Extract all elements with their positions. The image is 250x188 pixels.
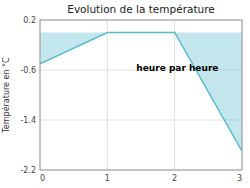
x-tick-label: 0	[40, 174, 45, 183]
plot-background	[40, 20, 242, 170]
area-fill	[40, 33, 242, 152]
y-tick-label: -1.4	[20, 116, 36, 125]
x-tick-label: 3	[237, 174, 242, 183]
y-grid-line	[40, 120, 242, 121]
chart-container: 0.2 -0.6 -1.4 -2.2 0 1 2 3 Evolution de la tempé…	[0, 0, 250, 188]
plot-frame	[40, 20, 242, 170]
x-tick-label: 2	[172, 174, 177, 183]
x-grid-line	[107, 20, 108, 170]
y-tick-label: 0.2	[23, 16, 36, 25]
chart-svg: 0.2 -0.6 -1.4 -2.2 0 1 2 3 Evolution de la tempé…	[0, 0, 250, 188]
chart-title: Evolution de la température	[67, 3, 214, 15]
line	[40, 33, 242, 152]
y-tick-label: -0.6	[20, 66, 36, 75]
x-axis-label: heure par heure	[136, 63, 218, 73]
x-grid-line	[174, 20, 175, 170]
y-tick-label: -2.2	[20, 166, 36, 175]
plot-area	[40, 33, 242, 152]
grid	[40, 20, 242, 170]
y-axis-label: Température en °C	[1, 57, 11, 134]
x-tick-label: 1	[105, 174, 110, 183]
